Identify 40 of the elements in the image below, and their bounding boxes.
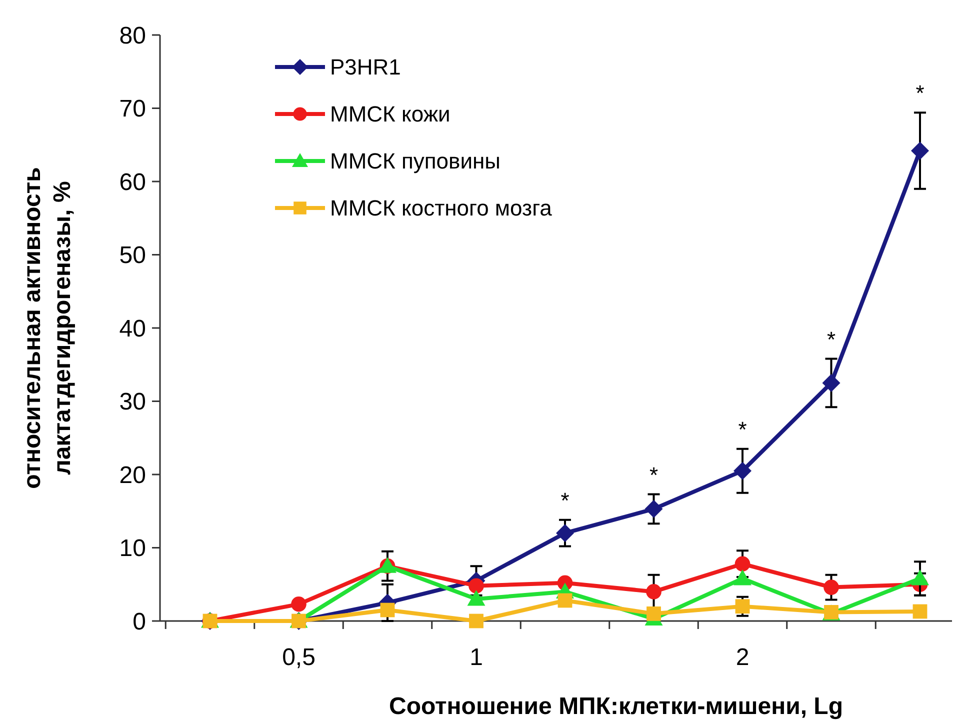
y-tick-label: 50 — [119, 242, 146, 270]
y-tick-label: 0 — [132, 608, 146, 636]
y-tick-label: 60 — [119, 168, 146, 196]
data-label: * — [649, 462, 658, 488]
point — [822, 374, 840, 392]
x-tick-label: 1 — [470, 644, 483, 671]
y-tick-label: 20 — [119, 462, 146, 489]
point — [380, 602, 395, 618]
legend-label: ММСК пуповины — [330, 148, 500, 174]
legend-label: ММСК кожи — [330, 102, 450, 127]
point — [556, 524, 574, 542]
y-tick-label: 10 — [119, 535, 146, 562]
y-tick-label: 40 — [119, 315, 146, 342]
data-label: * — [826, 326, 836, 352]
point — [468, 578, 484, 594]
point — [646, 606, 661, 621]
y-axis-title: относительная активность лактатдегидрогеназы, % — [19, 167, 76, 489]
point — [646, 584, 662, 600]
point — [734, 570, 752, 586]
point — [912, 604, 928, 619]
point — [824, 580, 839, 595]
point — [558, 593, 572, 608]
legend-label: P3HR1 — [330, 54, 401, 80]
point — [469, 614, 484, 628]
point — [911, 142, 929, 160]
point — [644, 500, 663, 518]
data-label: * — [916, 80, 925, 106]
x-tick-label: 0,5 — [282, 644, 316, 671]
y-tick-label: 70 — [119, 96, 146, 123]
y-tick-label: 80 — [119, 22, 146, 50]
point — [734, 462, 752, 480]
y-tick-label: 30 — [119, 388, 146, 416]
point — [467, 590, 486, 606]
x-axis-title: Соотношение МПК:клетки-мишени, Lg — [388, 693, 844, 720]
data-label: * — [738, 416, 748, 442]
x-tick-label: 2 — [736, 644, 750, 671]
point — [734, 556, 750, 572]
data-label: * — [560, 488, 570, 513]
legend-label: ММСК костного мозга — [330, 196, 553, 221]
point — [291, 596, 306, 612]
